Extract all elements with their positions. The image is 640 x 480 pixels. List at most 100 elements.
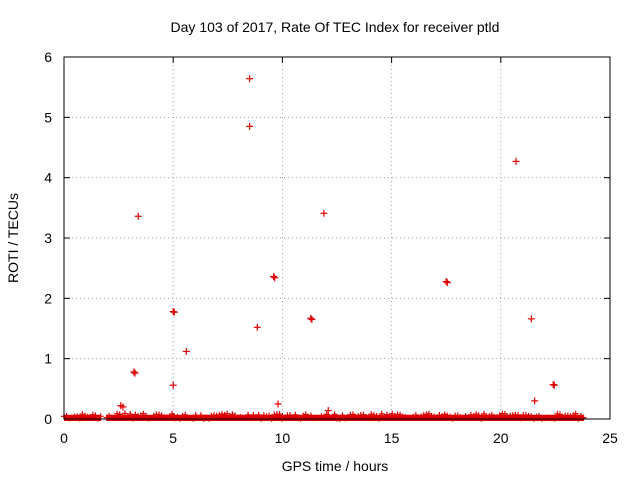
baseline-point — [156, 411, 163, 418]
baseline-point — [486, 413, 493, 420]
data-point — [443, 279, 451, 287]
data-point — [320, 209, 328, 217]
baseline-point — [572, 410, 579, 417]
baseline-point — [465, 415, 472, 422]
data-point — [130, 368, 138, 376]
data-point — [527, 315, 535, 323]
data-point — [169, 308, 177, 316]
baseline-point — [580, 414, 587, 421]
data-point — [134, 212, 142, 220]
baseline-point — [302, 411, 309, 418]
baseline-point — [418, 413, 425, 420]
x-axis-label: GPS time / hours — [282, 458, 389, 474]
data-point — [442, 277, 450, 285]
data-point — [182, 347, 190, 355]
data-point — [549, 381, 557, 389]
baseline-point — [528, 413, 535, 420]
baseline-point — [124, 414, 131, 421]
baseline-point — [116, 411, 123, 418]
baseline-point — [242, 414, 249, 421]
baseline-point — [331, 411, 338, 418]
baseline-point — [564, 412, 571, 419]
baseline-point — [224, 410, 231, 417]
baseline-point — [536, 412, 543, 419]
baseline-point — [501, 410, 508, 417]
baseline-point — [92, 412, 99, 419]
baseline-point — [127, 411, 134, 418]
baseline-point — [373, 412, 380, 419]
baseline-point — [556, 411, 563, 418]
baseline-point — [182, 411, 189, 418]
baseline-point — [289, 414, 296, 421]
data-points — [61, 75, 587, 422]
baseline-point — [229, 411, 236, 418]
baseline-point — [132, 411, 139, 418]
baseline-point — [399, 413, 406, 420]
baseline-point — [444, 412, 451, 419]
baseline-point — [328, 414, 335, 421]
data-point — [131, 369, 139, 377]
baseline-point — [339, 412, 346, 419]
baseline-point — [276, 411, 283, 418]
baseline-point — [89, 411, 96, 418]
data-point — [307, 314, 315, 322]
data-point — [246, 75, 254, 83]
data-point — [270, 273, 278, 281]
baseline-point — [515, 412, 522, 419]
baseline-point — [260, 412, 267, 419]
data-point — [271, 274, 279, 282]
x-tick-label: 10 — [275, 430, 291, 446]
baseline-point — [197, 412, 204, 419]
baseline-point — [213, 412, 220, 419]
baseline-point — [179, 412, 186, 419]
baseline-point — [216, 411, 223, 418]
baseline-point — [420, 412, 427, 419]
baseline-point — [114, 410, 121, 417]
data-point — [550, 381, 558, 389]
baseline-point — [255, 411, 262, 418]
baseline-point — [119, 414, 126, 421]
baseline-point — [412, 412, 419, 419]
baseline-point — [111, 415, 118, 422]
baseline-point — [467, 411, 474, 418]
grid-lines — [64, 57, 610, 419]
chart-title: Day 103 of 2017, Rate Of TEC Index for r… — [171, 19, 500, 35]
baseline-point — [415, 414, 422, 421]
baseline-point — [142, 412, 149, 419]
data-point — [169, 381, 177, 389]
baseline-point — [428, 412, 435, 419]
baseline-point — [517, 415, 524, 422]
baseline-point — [218, 411, 225, 418]
baseline-point — [263, 413, 270, 420]
baseline-point — [378, 410, 385, 417]
baseline-point — [208, 412, 215, 419]
x-tick-label: 25 — [602, 430, 618, 446]
y-tick-label: 2 — [44, 290, 52, 306]
data-point — [246, 122, 254, 130]
data-point — [253, 323, 261, 331]
baseline-point — [507, 412, 514, 419]
baseline-point — [81, 412, 88, 419]
baseline-point — [221, 411, 228, 418]
baseline-point — [169, 411, 176, 418]
y-tick-label: 1 — [44, 351, 52, 367]
data-point — [324, 407, 332, 415]
baseline-point — [66, 415, 73, 422]
baseline-point — [473, 411, 480, 418]
baseline-point — [292, 411, 299, 418]
baseline-point — [370, 412, 377, 419]
data-point — [170, 308, 178, 316]
y-tick-label: 4 — [44, 170, 52, 186]
data-point — [531, 397, 539, 405]
x-tick-label: 5 — [169, 430, 177, 446]
baseline-point — [522, 412, 529, 419]
data-point — [119, 403, 127, 411]
y-tick-label: 6 — [44, 49, 52, 65]
data-point — [274, 400, 282, 408]
baseline-point — [342, 415, 349, 422]
baseline-point — [423, 411, 430, 418]
baseline-band-segment — [64, 414, 102, 421]
baseline-point — [308, 412, 315, 419]
baseline-point — [355, 413, 362, 420]
